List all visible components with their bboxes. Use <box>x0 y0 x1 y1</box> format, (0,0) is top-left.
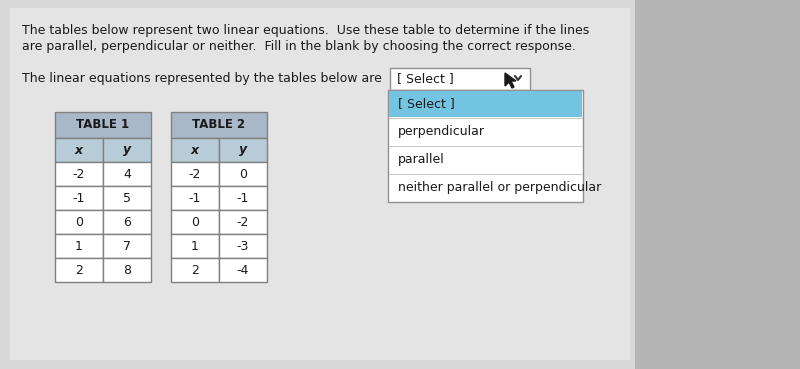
Text: 2: 2 <box>191 263 199 276</box>
FancyBboxPatch shape <box>219 210 267 234</box>
FancyBboxPatch shape <box>103 138 151 162</box>
FancyBboxPatch shape <box>171 162 219 186</box>
Text: x: x <box>75 144 83 156</box>
Text: [ Select ]: [ Select ] <box>397 72 454 86</box>
Text: 5: 5 <box>123 192 131 204</box>
Text: 0: 0 <box>239 168 247 180</box>
Text: 1: 1 <box>191 239 199 252</box>
FancyBboxPatch shape <box>55 138 103 162</box>
FancyBboxPatch shape <box>171 186 219 210</box>
Text: -3: -3 <box>237 239 249 252</box>
Text: 0: 0 <box>75 215 83 228</box>
FancyBboxPatch shape <box>0 0 635 369</box>
FancyBboxPatch shape <box>389 91 582 117</box>
Text: 7: 7 <box>123 239 131 252</box>
FancyBboxPatch shape <box>103 234 151 258</box>
FancyBboxPatch shape <box>55 210 103 234</box>
Text: perpendicular: perpendicular <box>398 125 485 138</box>
FancyBboxPatch shape <box>390 68 530 90</box>
FancyBboxPatch shape <box>171 138 219 162</box>
FancyBboxPatch shape <box>219 234 267 258</box>
Text: 1: 1 <box>75 239 83 252</box>
Text: [ Select ]: [ Select ] <box>398 97 454 110</box>
Text: TABLE 1: TABLE 1 <box>77 118 130 131</box>
FancyBboxPatch shape <box>55 258 103 282</box>
Text: -1: -1 <box>189 192 201 204</box>
Text: -1: -1 <box>237 192 249 204</box>
Text: are parallel, perpendicular or neither.  Fill in the blank by choosing the corre: are parallel, perpendicular or neither. … <box>22 40 576 53</box>
Text: 6: 6 <box>123 215 131 228</box>
Text: TABLE 2: TABLE 2 <box>193 118 246 131</box>
FancyBboxPatch shape <box>55 234 103 258</box>
FancyBboxPatch shape <box>103 210 151 234</box>
FancyBboxPatch shape <box>219 186 267 210</box>
FancyBboxPatch shape <box>635 0 800 369</box>
FancyBboxPatch shape <box>219 258 267 282</box>
FancyBboxPatch shape <box>219 138 267 162</box>
FancyBboxPatch shape <box>171 210 219 234</box>
Text: -2: -2 <box>237 215 249 228</box>
FancyBboxPatch shape <box>55 112 151 138</box>
Text: 4: 4 <box>123 168 131 180</box>
FancyBboxPatch shape <box>219 162 267 186</box>
FancyBboxPatch shape <box>103 162 151 186</box>
Text: parallel: parallel <box>398 154 445 166</box>
FancyBboxPatch shape <box>103 186 151 210</box>
Text: 8: 8 <box>123 263 131 276</box>
Text: -2: -2 <box>189 168 201 180</box>
FancyBboxPatch shape <box>55 186 103 210</box>
Text: neither parallel or perpendicular: neither parallel or perpendicular <box>398 182 602 194</box>
FancyBboxPatch shape <box>103 258 151 282</box>
FancyBboxPatch shape <box>55 162 103 186</box>
Text: x: x <box>191 144 199 156</box>
Text: y: y <box>239 144 247 156</box>
Text: -1: -1 <box>73 192 85 204</box>
FancyBboxPatch shape <box>10 8 630 360</box>
Text: 2: 2 <box>75 263 83 276</box>
FancyBboxPatch shape <box>171 258 219 282</box>
Text: 0: 0 <box>191 215 199 228</box>
FancyBboxPatch shape <box>171 234 219 258</box>
Text: -4: -4 <box>237 263 249 276</box>
Text: y: y <box>123 144 131 156</box>
FancyBboxPatch shape <box>388 90 583 202</box>
Text: -2: -2 <box>73 168 85 180</box>
Polygon shape <box>505 73 516 88</box>
Text: The tables below represent two linear equations.  Use these table to determine i: The tables below represent two linear eq… <box>22 24 590 37</box>
Text: The linear equations represented by the tables below are: The linear equations represented by the … <box>22 72 382 85</box>
FancyBboxPatch shape <box>171 112 267 138</box>
